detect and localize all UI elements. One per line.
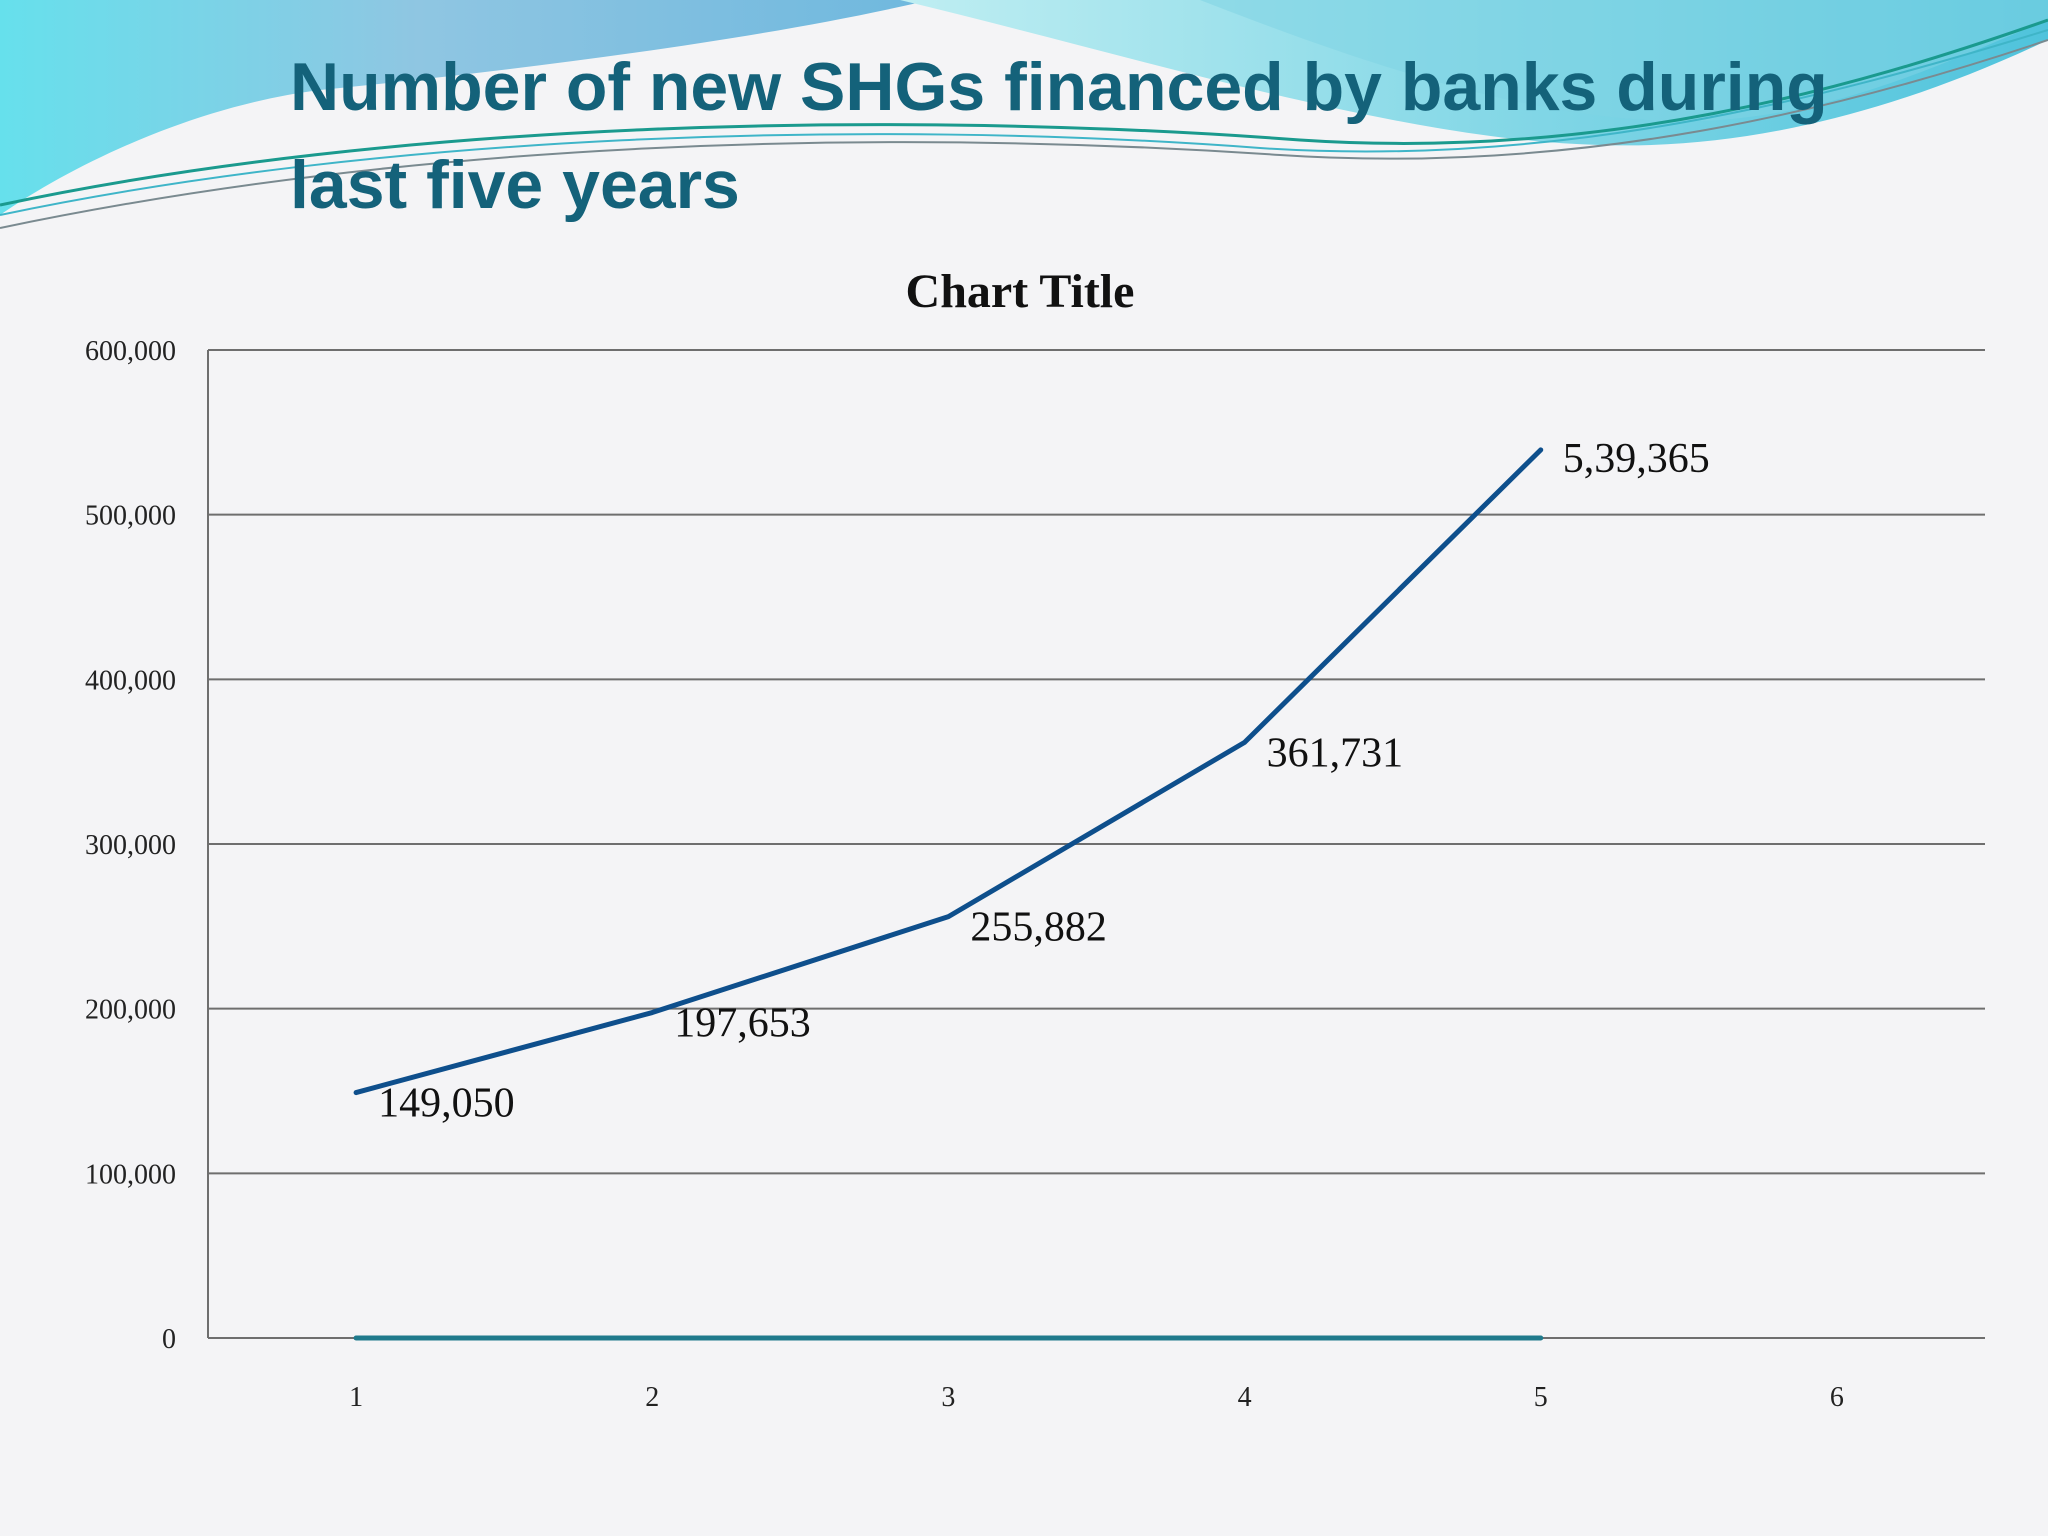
series-line (353, 447, 1544, 1096)
gridlines (208, 349, 1985, 1339)
y-tick-label: 0 (162, 1324, 176, 1355)
data-label: 149,050 (378, 1081, 515, 1127)
data-label: 361,731 (1267, 730, 1404, 776)
y-tick-label: 200,000 (85, 995, 176, 1026)
x-tick-label: 1 (349, 1382, 363, 1413)
x-tick-label: 5 (1534, 1382, 1548, 1413)
x-tick-label: 4 (1238, 1382, 1252, 1413)
y-tick-label: 500,000 (85, 501, 176, 532)
slide-title: Number of new SHGs financed by banks dur… (290, 49, 1828, 223)
y-tick-label: 600,000 (85, 336, 176, 367)
y-tick-label: 300,000 (85, 830, 176, 861)
y-tick-label: 100,000 (85, 1159, 176, 1190)
x-tick-label: 2 (645, 1382, 659, 1413)
y-tick-label: 400,000 (85, 665, 176, 696)
chart-title: Chart Title (906, 265, 1135, 318)
x-axis: 1 2 3 4 5 6 (349, 1382, 1844, 1413)
wave-decoration (0, 0, 2048, 229)
series (353, 447, 1544, 1341)
data-label: 5,39,365 (1563, 436, 1710, 482)
y-axis: 0 100,000 200,000 300,000 400,000 500,000 600,… (85, 336, 209, 1355)
x-tick-label: 6 (1830, 1382, 1844, 1413)
data-label: 255,882 (970, 905, 1107, 951)
data-label: 197,653 (674, 1001, 811, 1047)
data-labels: 149,050 197,653 255,882 361,731 5,39,365 (378, 436, 1710, 1127)
x-tick-label: 3 (941, 1382, 955, 1413)
